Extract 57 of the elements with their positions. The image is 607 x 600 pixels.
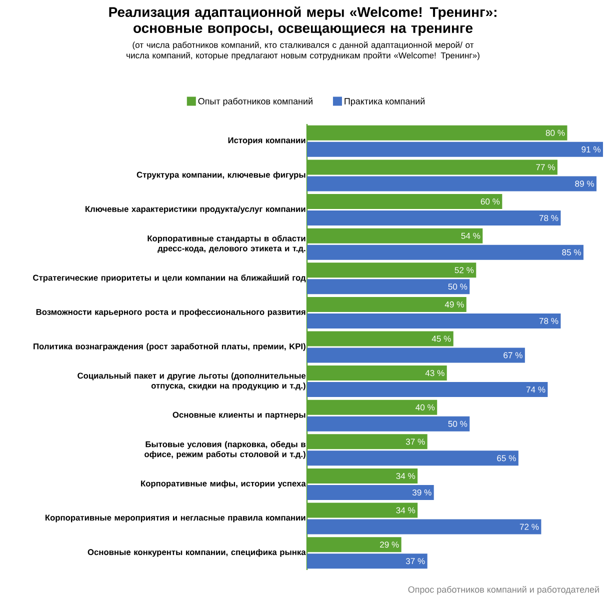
data-label: 65 % (497, 455, 516, 462)
y-tick-label: Политика вознаграждения (рост заработной платы, премии, KPI) (34, 343, 306, 351)
bar (307, 554, 428, 569)
legend-label: Опыт работников компаний (198, 98, 312, 106)
data-label: 34 % (396, 472, 416, 480)
bar (307, 142, 603, 157)
bar (307, 450, 518, 466)
data-label: 91 % (582, 146, 600, 152)
data-label: 72 % (520, 524, 539, 530)
y-tick-label: Ключевые характеристики продукта/услуг компании (86, 206, 306, 214)
data-label: 52 % (454, 267, 474, 274)
bar (307, 279, 470, 294)
bar (307, 313, 561, 328)
data-label: 34 % (396, 507, 416, 514)
data-label: 54 % (461, 232, 480, 239)
y-tick-label: Корпоративные стандарты в области дресс-кода, делового этикета и т.д. (148, 235, 306, 253)
bar (307, 244, 584, 260)
chart-subtitle: (от числа работников компаний, кто сталкивался с данной адаптационной мерой/ от числа компаний, которые предлагают новым сотрудникам пройти «Welcome! Тренинг») (126, 42, 480, 60)
y-tick-label: Корпоративные мероприятия и негласные правила компании (46, 514, 306, 522)
data-label: 29 % (380, 542, 399, 548)
chart-title: Реализация адаптационной меры «Welcome! Тренинг»: основные вопросы, освещающиеся на тренинге (109, 6, 496, 36)
data-label: 74 % (526, 386, 546, 393)
y-tick-label: Структура компании, ключевые фигуры (136, 172, 306, 180)
y-tick-label: Основные конкуренты компании, специфика рынка (88, 548, 306, 557)
data-label: 78 % (539, 318, 558, 324)
data-label: 85 % (562, 249, 581, 256)
bar (307, 382, 548, 398)
bar (307, 416, 470, 432)
data-label: 60 % (480, 198, 500, 205)
y-tick-label: История компании (228, 137, 306, 145)
data-label: 78 % (539, 214, 558, 222)
data-label: 80 % (546, 130, 565, 136)
text: Опрос работников компаний и работодателей (408, 586, 599, 594)
y-tick-label: Стратегические приоритеты и цели компании на ближайший год (33, 274, 306, 282)
bar (307, 348, 525, 363)
data-label: 45 % (432, 336, 451, 342)
data-label: 40 % (416, 404, 435, 410)
data-label: 43 % (425, 370, 444, 376)
data-label: 37 % (406, 438, 425, 445)
data-label: 77 % (536, 164, 555, 170)
data-label: 39 % (412, 489, 432, 496)
y-tick-label: Корпоративные мифы, истории успеха (141, 480, 306, 488)
y-tick-label: Основные клиенты и партнеры (172, 412, 306, 420)
data-label: 37 % (406, 558, 425, 564)
y-tick-label: Возможности карьерного роста и профессионального развития (36, 308, 306, 317)
y-tick-label: Бытовые условия (парковка, обеды в офисе, режим работы столовой и т.д.) (144, 441, 306, 459)
bar (307, 519, 542, 534)
data-label: 50 % (448, 420, 468, 427)
data-label: 49 % (444, 301, 464, 308)
bar (307, 176, 596, 192)
bar (307, 210, 561, 226)
data-label: 50 % (448, 284, 468, 290)
bar (307, 484, 434, 500)
data-label: 89 % (575, 180, 594, 187)
legend-label: Практика компаний (344, 98, 425, 106)
data-label: 67 % (504, 352, 522, 358)
y-tick-label: Социальный пакет и другие льготы (дополнительные отпуска, скидки на продукцию и т.д.) (78, 372, 306, 390)
